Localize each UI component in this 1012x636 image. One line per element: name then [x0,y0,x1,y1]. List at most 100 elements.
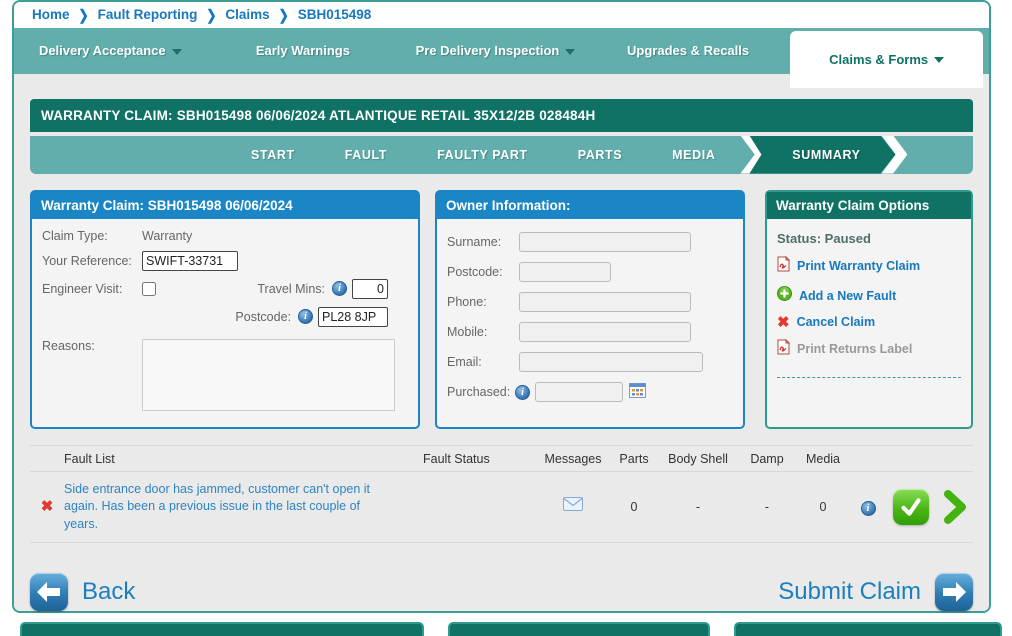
breadcrumb-claim-id[interactable]: SBH015498 [297,7,372,23]
tab-label: Claims & Forms [829,51,929,67]
tab-pre-delivery-inspection[interactable]: Pre Delivery Inspection [399,28,592,74]
travel-mins-input[interactable] [352,278,388,299]
postcode-label: Postcode: [235,309,291,324]
cancel-claim-label: Cancel Claim [796,315,876,329]
info-icon[interactable]: i [515,384,530,400]
reasons-label: Reasons: [42,338,95,353]
mobile-label: Mobile: [447,324,488,339]
info-icon[interactable]: i [298,309,313,324]
postcode-input[interactable] [318,306,388,327]
wizard-step-parts[interactable]: PARTS [577,147,623,162]
wizard-step-summary-active[interactable]: SUMMARY [749,136,895,174]
damp-value: - [764,499,770,514]
cutoff-panels-row [0,622,1012,636]
delete-fault-button[interactable]: ✖ [40,497,54,515]
panels-row: Warranty Claim: SBH015498 06/06/2024 Cla… [30,189,973,429]
status-badge: Status: Paused [777,230,871,246]
body-shell-value: - [695,499,701,514]
tab-delivery-acceptance[interactable]: Delivery Acceptance [14,28,207,74]
print-warranty-claim-link[interactable]: Print Warranty Claim [777,255,961,277]
breadcrumb-fault-reporting[interactable]: Fault Reporting [97,7,198,23]
owner-postcode-input[interactable] [519,261,611,282]
pdf-icon [777,338,791,360]
breadcrumb-separator-icon: ❯ [206,6,217,24]
calendar-icon[interactable] [629,382,646,403]
engineer-visit-checkbox[interactable] [142,281,156,296]
owner-information-panel-header: Owner Information: [437,191,743,219]
cancel-icon: ✖ [777,313,790,331]
mobile-input[interactable] [519,321,691,342]
navigation-row: Back Submit Claim [30,573,973,611]
cutoff-panel-header [448,622,710,636]
breadcrumb-home[interactable]: Home [32,7,70,23]
fault-table-header: Fault List Fault Status Messages Parts B… [30,444,973,472]
breadcrumb-claims[interactable]: Claims [225,7,270,23]
tab-early-warnings[interactable]: Early Warnings [207,28,400,74]
surname-label: Surname: [447,234,502,249]
tab-claims-forms[interactable]: Claims & Forms [790,30,983,88]
info-icon[interactable]: i [860,500,876,516]
back-label[interactable]: Back [82,578,136,605]
pdf-icon [777,255,791,277]
breadcrumb-separator-icon: ❯ [78,6,89,24]
col-messages: Messages [544,451,602,466]
phone-input[interactable] [519,291,691,312]
media-count: 0 [819,499,827,514]
back-button[interactable] [30,573,68,611]
fault-table: Fault List Fault Status Messages Parts B… [30,444,973,543]
content-area: WARRANTY CLAIM: SBH015498 06/06/2024 ATL… [14,73,989,611]
your-reference-input[interactable] [142,250,238,271]
open-fault-arrow-button[interactable] [937,489,973,525]
claim-type-label: Claim Type: [42,228,108,243]
tab-label: Delivery Acceptance [38,43,166,58]
purchased-date-input[interactable] [535,382,623,402]
breadcrumb: Home ❯ Fault Reporting ❯ Claims ❯ SBH015… [14,2,989,28]
main-window: Home ❯ Fault Reporting ❯ Claims ❯ SBH015… [12,0,991,613]
reasons-textarea[interactable] [142,338,395,411]
messages-cell [535,497,611,516]
travel-mins-label: Travel Mins: [257,281,325,296]
phone-label: Phone: [447,294,487,309]
print-returns-label-link: Print Returns Label [777,338,961,360]
print-warranty-claim-label: Print Warranty Claim [797,259,921,273]
cutoff-panel-header [734,622,1002,636]
col-damp: Damp [750,451,784,466]
fault-description[interactable]: Side entrance door has jammed, customer … [64,481,371,531]
wizard-step-fault[interactable]: FAULT [344,147,388,162]
info-icon[interactable]: i [332,281,347,296]
col-fault-status: Fault Status [423,451,490,466]
warranty-claim-options-panel: Warranty Claim Options Status: Paused Pr… [765,189,973,429]
warranty-claim-panel: Warranty Claim: SBH015498 06/06/2024 Cla… [30,189,420,429]
cancel-claim-link[interactable]: ✖ Cancel Claim [777,315,961,330]
warranty-claim-title: WARRANTY CLAIM: SBH015498 06/06/2024 ATL… [41,107,596,123]
claim-type-value: Warranty [142,228,193,243]
tab-label: Upgrades & Recalls [627,43,750,58]
message-envelope-icon[interactable] [563,497,583,516]
engineer-visit-label: Engineer Visit: [42,281,123,296]
wizard-step-start[interactable]: START [251,147,295,162]
print-returns-label-label: Print Returns Label [797,342,913,356]
submit-claim-label[interactable]: Submit Claim [778,578,921,605]
add-icon [777,285,792,306]
add-new-fault-link[interactable]: Add a New Fault [777,285,961,306]
wizard-step-faulty-part[interactable]: FAULTY PART [437,147,528,162]
chevron-down-icon [565,48,576,55]
col-fault-list: Fault List [64,451,115,466]
warranty-claim-panel-header: Warranty Claim: SBH015498 06/06/2024 [32,191,418,219]
fault-table-row: ✖ Side entrance door has jammed, custome… [30,472,973,543]
tab-label: Pre Delivery Inspection [415,43,560,58]
submit-claim-button[interactable] [935,573,973,611]
surname-input[interactable] [519,231,691,252]
wizard-spacer [30,136,226,174]
email-input[interactable] [519,351,703,372]
col-parts: Parts [619,451,649,466]
tab-upgrades-recalls[interactable]: Upgrades & Recalls [592,28,785,74]
purchased-label: Purchased: [447,385,511,399]
owner-postcode-label: Postcode: [447,264,503,279]
fault-valid-check-button[interactable] [893,488,929,525]
wizard-steps-bar: START FAULT FAULTY PART PARTS MEDIA SUMM… [30,135,973,174]
warranty-claim-titlebar: WARRANTY CLAIM: SBH015498 06/06/2024 ATL… [30,98,973,132]
add-new-fault-label: Add a New Fault [799,288,897,303]
wizard-step-media[interactable]: MEDIA [672,147,716,162]
breadcrumb-separator-icon: ❯ [278,6,289,24]
